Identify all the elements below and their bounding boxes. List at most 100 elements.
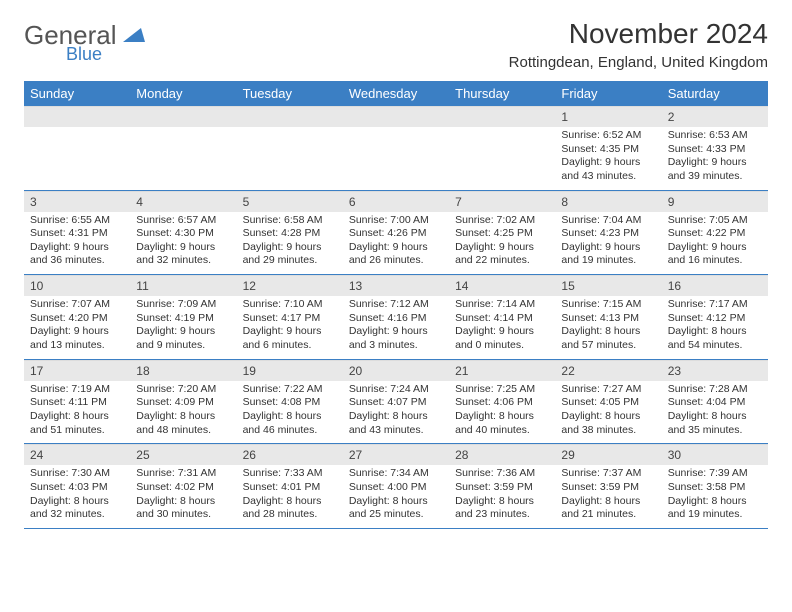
calendar-day-cell bbox=[343, 106, 449, 191]
calendar-week: 1Sunrise: 6:52 AMSunset: 4:35 PMDaylight… bbox=[24, 106, 768, 191]
calendar-day-cell: 14Sunrise: 7:14 AMSunset: 4:14 PMDayligh… bbox=[449, 275, 555, 360]
logo: General Blue bbox=[24, 18, 145, 65]
day-details: Sunrise: 7:22 AMSunset: 4:08 PMDaylight:… bbox=[237, 381, 343, 444]
day-number: 11 bbox=[130, 275, 236, 296]
day-number: 6 bbox=[343, 191, 449, 212]
calendar-table: SundayMondayTuesdayWednesdayThursdayFrid… bbox=[24, 81, 768, 529]
day-number: 27 bbox=[343, 444, 449, 465]
calendar-day-cell: 28Sunrise: 7:36 AMSunset: 3:59 PMDayligh… bbox=[449, 444, 555, 529]
day-number: 18 bbox=[130, 360, 236, 381]
day-details: Sunrise: 6:53 AMSunset: 4:33 PMDaylight:… bbox=[662, 127, 768, 190]
day-details bbox=[449, 127, 555, 137]
day-details bbox=[130, 127, 236, 137]
day-details: Sunrise: 7:09 AMSunset: 4:19 PMDaylight:… bbox=[130, 296, 236, 359]
day-details: Sunrise: 7:14 AMSunset: 4:14 PMDaylight:… bbox=[449, 296, 555, 359]
calendar-location: Rottingdean, England, United Kingdom bbox=[509, 54, 768, 71]
day-header: Tuesday bbox=[237, 81, 343, 106]
day-number: 28 bbox=[449, 444, 555, 465]
day-details: Sunrise: 7:25 AMSunset: 4:06 PMDaylight:… bbox=[449, 381, 555, 444]
calendar-day-cell: 30Sunrise: 7:39 AMSunset: 3:58 PMDayligh… bbox=[662, 444, 768, 529]
day-number: 19 bbox=[237, 360, 343, 381]
calendar-day-cell: 25Sunrise: 7:31 AMSunset: 4:02 PMDayligh… bbox=[130, 444, 236, 529]
day-details bbox=[237, 127, 343, 137]
calendar-day-cell: 18Sunrise: 7:20 AMSunset: 4:09 PMDayligh… bbox=[130, 360, 236, 445]
day-number: 5 bbox=[237, 191, 343, 212]
calendar-day-cell: 3Sunrise: 6:55 AMSunset: 4:31 PMDaylight… bbox=[24, 191, 130, 276]
day-number bbox=[130, 106, 236, 127]
day-details: Sunrise: 7:37 AMSunset: 3:59 PMDaylight:… bbox=[555, 465, 661, 528]
day-details: Sunrise: 6:57 AMSunset: 4:30 PMDaylight:… bbox=[130, 212, 236, 275]
calendar-day-cell: 11Sunrise: 7:09 AMSunset: 4:19 PMDayligh… bbox=[130, 275, 236, 360]
day-header: Sunday bbox=[24, 81, 130, 106]
day-header: Saturday bbox=[662, 81, 768, 106]
calendar-day-cell bbox=[237, 106, 343, 191]
day-details: Sunrise: 7:12 AMSunset: 4:16 PMDaylight:… bbox=[343, 296, 449, 359]
day-number: 8 bbox=[555, 191, 661, 212]
day-details: Sunrise: 7:28 AMSunset: 4:04 PMDaylight:… bbox=[662, 381, 768, 444]
calendar-day-cell bbox=[24, 106, 130, 191]
page-header: General Blue November 2024 Rottingdean, … bbox=[24, 18, 768, 71]
calendar-day-cell: 15Sunrise: 7:15 AMSunset: 4:13 PMDayligh… bbox=[555, 275, 661, 360]
calendar-day-cell: 21Sunrise: 7:25 AMSunset: 4:06 PMDayligh… bbox=[449, 360, 555, 445]
day-number: 12 bbox=[237, 275, 343, 296]
calendar-day-cell: 4Sunrise: 6:57 AMSunset: 4:30 PMDaylight… bbox=[130, 191, 236, 276]
day-number: 30 bbox=[662, 444, 768, 465]
day-details: Sunrise: 7:10 AMSunset: 4:17 PMDaylight:… bbox=[237, 296, 343, 359]
calendar-day-cell bbox=[130, 106, 236, 191]
day-header: Friday bbox=[555, 81, 661, 106]
day-details: Sunrise: 6:58 AMSunset: 4:28 PMDaylight:… bbox=[237, 212, 343, 275]
calendar-day-cell: 8Sunrise: 7:04 AMSunset: 4:23 PMDaylight… bbox=[555, 191, 661, 276]
day-details: Sunrise: 6:55 AMSunset: 4:31 PMDaylight:… bbox=[24, 212, 130, 275]
calendar-week: 24Sunrise: 7:30 AMSunset: 4:03 PMDayligh… bbox=[24, 444, 768, 529]
calendar-day-cell: 1Sunrise: 6:52 AMSunset: 4:35 PMDaylight… bbox=[555, 106, 661, 191]
day-number: 21 bbox=[449, 360, 555, 381]
day-number: 10 bbox=[24, 275, 130, 296]
calendar-day-cell: 6Sunrise: 7:00 AMSunset: 4:26 PMDaylight… bbox=[343, 191, 449, 276]
day-number: 2 bbox=[662, 106, 768, 127]
calendar-day-cell: 9Sunrise: 7:05 AMSunset: 4:22 PMDaylight… bbox=[662, 191, 768, 276]
day-details: Sunrise: 7:27 AMSunset: 4:05 PMDaylight:… bbox=[555, 381, 661, 444]
calendar-day-cell: 23Sunrise: 7:28 AMSunset: 4:04 PMDayligh… bbox=[662, 360, 768, 445]
calendar-day-cell: 12Sunrise: 7:10 AMSunset: 4:17 PMDayligh… bbox=[237, 275, 343, 360]
day-number: 22 bbox=[555, 360, 661, 381]
day-number: 1 bbox=[555, 106, 661, 127]
day-number: 15 bbox=[555, 275, 661, 296]
day-details: Sunrise: 7:00 AMSunset: 4:26 PMDaylight:… bbox=[343, 212, 449, 275]
calendar-day-cell: 19Sunrise: 7:22 AMSunset: 4:08 PMDayligh… bbox=[237, 360, 343, 445]
day-number: 7 bbox=[449, 191, 555, 212]
day-details bbox=[343, 127, 449, 137]
calendar-week: 17Sunrise: 7:19 AMSunset: 4:11 PMDayligh… bbox=[24, 360, 768, 445]
calendar-week: 10Sunrise: 7:07 AMSunset: 4:20 PMDayligh… bbox=[24, 275, 768, 360]
day-number: 17 bbox=[24, 360, 130, 381]
calendar-day-cell: 24Sunrise: 7:30 AMSunset: 4:03 PMDayligh… bbox=[24, 444, 130, 529]
calendar-day-cell bbox=[449, 106, 555, 191]
day-number: 29 bbox=[555, 444, 661, 465]
day-header-row: SundayMondayTuesdayWednesdayThursdayFrid… bbox=[24, 81, 768, 106]
day-number: 9 bbox=[662, 191, 768, 212]
day-number: 14 bbox=[449, 275, 555, 296]
day-number bbox=[237, 106, 343, 127]
day-details: Sunrise: 7:24 AMSunset: 4:07 PMDaylight:… bbox=[343, 381, 449, 444]
day-details: Sunrise: 7:19 AMSunset: 4:11 PMDaylight:… bbox=[24, 381, 130, 444]
calendar-day-cell: 27Sunrise: 7:34 AMSunset: 4:00 PMDayligh… bbox=[343, 444, 449, 529]
calendar-day-cell: 20Sunrise: 7:24 AMSunset: 4:07 PMDayligh… bbox=[343, 360, 449, 445]
day-number: 16 bbox=[662, 275, 768, 296]
day-number: 25 bbox=[130, 444, 236, 465]
day-details: Sunrise: 7:34 AMSunset: 4:00 PMDaylight:… bbox=[343, 465, 449, 528]
day-details: Sunrise: 7:17 AMSunset: 4:12 PMDaylight:… bbox=[662, 296, 768, 359]
day-details: Sunrise: 6:52 AMSunset: 4:35 PMDaylight:… bbox=[555, 127, 661, 190]
day-details: Sunrise: 7:33 AMSunset: 4:01 PMDaylight:… bbox=[237, 465, 343, 528]
calendar-body: 1Sunrise: 6:52 AMSunset: 4:35 PMDaylight… bbox=[24, 106, 768, 529]
calendar-day-cell: 10Sunrise: 7:07 AMSunset: 4:20 PMDayligh… bbox=[24, 275, 130, 360]
calendar-day-cell: 26Sunrise: 7:33 AMSunset: 4:01 PMDayligh… bbox=[237, 444, 343, 529]
calendar-day-cell: 17Sunrise: 7:19 AMSunset: 4:11 PMDayligh… bbox=[24, 360, 130, 445]
day-details: Sunrise: 7:15 AMSunset: 4:13 PMDaylight:… bbox=[555, 296, 661, 359]
day-number: 3 bbox=[24, 191, 130, 212]
day-number: 23 bbox=[662, 360, 768, 381]
logo-triangle-icon bbox=[123, 24, 145, 47]
day-number bbox=[24, 106, 130, 127]
day-header: Thursday bbox=[449, 81, 555, 106]
day-details: Sunrise: 7:02 AMSunset: 4:25 PMDaylight:… bbox=[449, 212, 555, 275]
calendar-day-cell: 29Sunrise: 7:37 AMSunset: 3:59 PMDayligh… bbox=[555, 444, 661, 529]
day-number: 26 bbox=[237, 444, 343, 465]
